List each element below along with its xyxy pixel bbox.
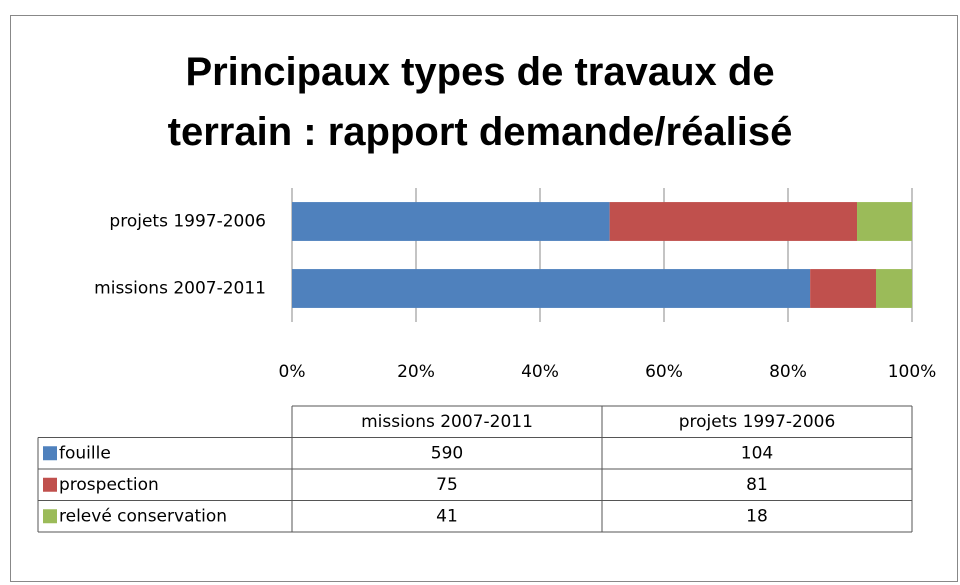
legend-key xyxy=(43,446,57,461)
table-header: projets 1997-2006 xyxy=(679,412,836,432)
x-tick-label: 60% xyxy=(645,362,683,382)
x-tick-label: 20% xyxy=(397,362,435,382)
bar-segment xyxy=(609,202,858,241)
x-tick-label: 0% xyxy=(279,362,306,382)
bar-segment xyxy=(292,269,811,308)
table-value: 104 xyxy=(741,443,773,463)
legend-label: prospection xyxy=(59,475,159,495)
chart-title: Principaux types de travaux de terrain :… xyxy=(167,50,793,154)
x-tick-label: 80% xyxy=(769,362,807,382)
bar-segment xyxy=(857,202,912,241)
table-value: 81 xyxy=(746,475,768,495)
table-value: 75 xyxy=(436,475,458,495)
bar-segment xyxy=(810,269,876,308)
y-tick-label: projets 1997-2006 xyxy=(109,212,266,232)
table-value: 590 xyxy=(431,443,463,463)
x-tick-label: 100% xyxy=(888,362,937,382)
table-value: 41 xyxy=(436,506,458,526)
legend-label: relevé conservation xyxy=(59,506,227,526)
legend-label: fouille xyxy=(59,443,111,463)
x-tick-label: 40% xyxy=(521,362,559,382)
legend-key xyxy=(43,477,57,492)
legend-key xyxy=(43,509,57,524)
table-value: 18 xyxy=(746,506,768,526)
table-header: missions 2007-2011 xyxy=(361,412,533,432)
bar-segment xyxy=(292,202,610,241)
bar-segment xyxy=(875,269,912,308)
y-tick-label: missions 2007-2011 xyxy=(94,279,266,299)
